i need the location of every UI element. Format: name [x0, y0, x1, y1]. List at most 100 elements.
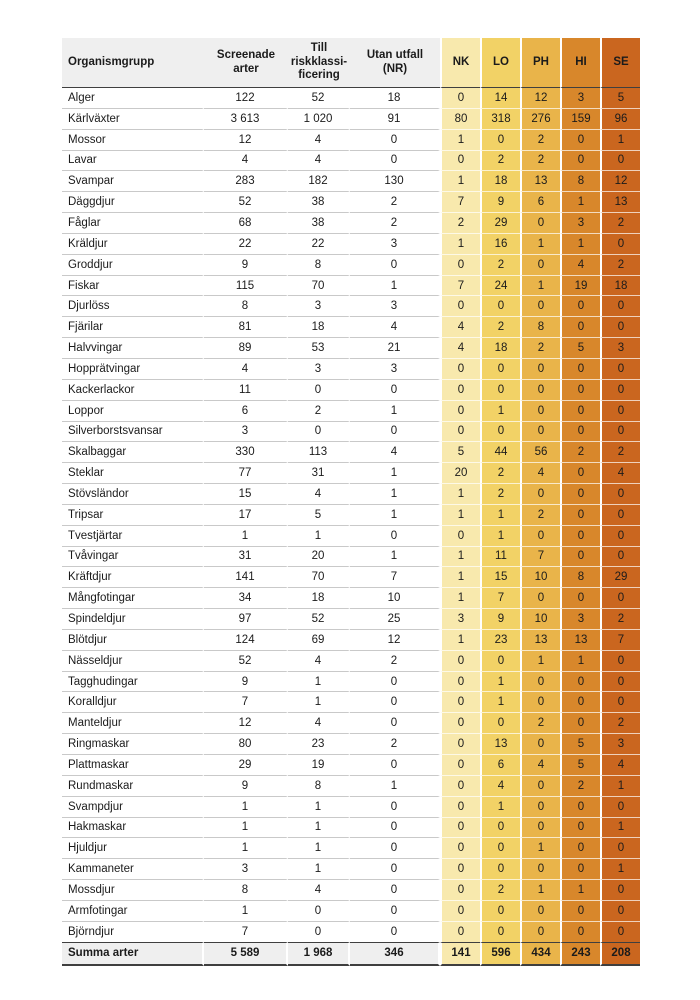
screenade-arter-cell: 52 — [204, 192, 288, 214]
nk-cell: 1 — [440, 546, 480, 568]
table-row: Stövsländor 15 4 1 1 2 0 0 0 — [62, 484, 640, 505]
organismgrupp-cell: Rundmaskar — [62, 775, 204, 797]
nk-cell: 1 — [440, 629, 480, 651]
ph-cell: 1 — [520, 233, 560, 255]
nk-cell: 0 — [440, 900, 480, 922]
screenade-arter-cell: 52 — [204, 650, 288, 672]
screenade-arter-cell: 1 — [204, 838, 288, 860]
screenade-arter-cell: 115 — [204, 275, 288, 297]
table-row: Björndjur 7 0 0 0 0 0 0 0 — [62, 921, 640, 943]
nk-cell: 0 — [440, 254, 480, 276]
nk-cell: 0 — [440, 400, 480, 422]
utan-utfall-nr-cell: 0 — [350, 900, 440, 922]
se-cell: 0 — [600, 525, 640, 547]
se-cell: 0 — [600, 546, 640, 568]
utan-utfall-nr-cell: 1 — [350, 463, 440, 485]
screenade-arter-cell: 124 — [204, 629, 288, 651]
ph-cell: 8 — [520, 317, 560, 339]
table-row: Fiskar 115 70 1 7 24 1 19 18 — [62, 275, 640, 297]
se-cell: 0 — [600, 400, 640, 422]
till-riskklassificering-cell: 18 — [288, 588, 350, 610]
screenade-arter-cell: 283 — [204, 171, 288, 193]
ph-cell: 2 — [520, 150, 560, 172]
table-row: Lavar 4 4 0 0 2 2 0 0 — [62, 150, 640, 172]
screenade-arter-cell: 11 — [204, 379, 288, 401]
table-row: Halvvingar 89 53 21 4 18 2 5 3 — [62, 338, 640, 359]
lo-cell: 44 — [480, 442, 520, 464]
hi-cell: 243 — [560, 942, 600, 966]
screenade-arter-cell: 1 — [204, 817, 288, 839]
utan-utfall-nr-cell: 4 — [350, 317, 440, 339]
hi-cell: 4 — [560, 254, 600, 276]
lo-cell: 2 — [480, 150, 520, 172]
hi-cell: 0 — [560, 546, 600, 568]
lo-cell: 15 — [480, 567, 520, 589]
till-riskklassificering-cell: 19 — [288, 755, 350, 776]
organismgrupp-cell: Svampar — [62, 171, 204, 193]
till-riskklassificering-cell: 22 — [288, 233, 350, 255]
organismgrupp-cell: Djurlöss — [62, 296, 204, 318]
hi-cell: 0 — [560, 859, 600, 881]
hi-cell: 0 — [560, 713, 600, 735]
screenade-arter-cell: 1 — [204, 525, 288, 547]
table-header: Organismgrupp Screenade arter Till riskkla… — [62, 38, 640, 88]
lo-cell: 18 — [480, 338, 520, 359]
till-riskklassificering-cell: 4 — [288, 880, 350, 901]
ph-cell: 0 — [520, 775, 560, 797]
organismgrupp-cell: Svampdjur — [62, 796, 204, 818]
nk-cell: 141 — [440, 942, 480, 966]
nk-cell: 1 — [440, 588, 480, 610]
organismgrupp-cell: Armfotingar — [62, 900, 204, 922]
utan-utfall-nr-cell: 0 — [350, 254, 440, 276]
table-row: Mossdjur 8 4 0 0 2 1 1 0 — [62, 880, 640, 901]
hi-cell: 3 — [560, 213, 600, 234]
lo-cell: 9 — [480, 192, 520, 214]
screenade-arter-cell: 122 — [204, 88, 288, 109]
organismgrupp-cell: Hakmaskar — [62, 817, 204, 839]
organismgrupp-cell: Groddjur — [62, 254, 204, 276]
table-row: Tvåvingar 31 20 1 1 11 7 0 0 — [62, 546, 640, 568]
till-riskklassificering-cell: 2 — [288, 400, 350, 422]
screenade-arter-cell: 3 — [204, 859, 288, 881]
lo-cell: 11 — [480, 546, 520, 568]
nk-cell: 0 — [440, 692, 480, 714]
screenade-arter-cell: 6 — [204, 400, 288, 422]
hi-cell: 13 — [560, 629, 600, 651]
hi-cell: 0 — [560, 296, 600, 318]
till-riskklassificering-cell: 38 — [288, 192, 350, 214]
se-cell: 12 — [600, 171, 640, 193]
utan-utfall-nr-cell: 1 — [350, 484, 440, 505]
se-cell: 0 — [600, 379, 640, 401]
hi-cell: 0 — [560, 796, 600, 818]
ph-cell: 0 — [520, 817, 560, 839]
screenade-arter-cell: 15 — [204, 484, 288, 505]
se-cell: 29 — [600, 567, 640, 589]
se-cell: 0 — [600, 296, 640, 318]
se-cell: 5 — [600, 88, 640, 109]
nk-cell: 0 — [440, 650, 480, 672]
table-row: Fjärilar 81 18 4 4 2 8 0 0 — [62, 317, 640, 339]
utan-utfall-nr-cell: 0 — [350, 421, 440, 443]
hi-cell: 159 — [560, 108, 600, 130]
nk-cell: 0 — [440, 671, 480, 693]
lo-cell: 0 — [480, 379, 520, 401]
ph-cell: 0 — [520, 796, 560, 818]
till-riskklassificering-cell: 1 — [288, 838, 350, 860]
col-header-utan-utfall-nr: Utan utfall (NR) — [350, 38, 440, 88]
table-row: Ringmaskar 80 23 2 0 13 0 5 3 — [62, 734, 640, 755]
se-cell: 3 — [600, 338, 640, 359]
utan-utfall-nr-cell: 0 — [350, 713, 440, 735]
se-cell: 1 — [600, 817, 640, 839]
nk-cell: 1 — [440, 233, 480, 255]
hi-cell: 0 — [560, 129, 600, 151]
se-cell: 0 — [600, 150, 640, 172]
hi-cell: 0 — [560, 525, 600, 547]
table-row: Plattmaskar 29 19 0 0 6 4 5 4 — [62, 755, 640, 776]
till-riskklassificering-cell: 1 — [288, 692, 350, 714]
hi-cell: 0 — [560, 671, 600, 693]
hi-cell: 0 — [560, 150, 600, 172]
utan-utfall-nr-cell: 0 — [350, 755, 440, 776]
nk-cell: 0 — [440, 296, 480, 318]
table-row: Kackerlackor 11 0 0 0 0 0 0 0 — [62, 379, 640, 401]
screenade-arter-cell: 7 — [204, 692, 288, 714]
